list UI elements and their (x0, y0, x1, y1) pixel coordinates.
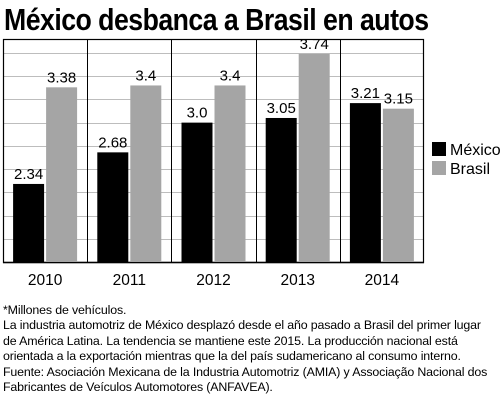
value-label: 3.05 (267, 100, 296, 117)
value-label: 3.38 (47, 69, 76, 86)
value-label: 3.4 (135, 67, 156, 84)
bar-m-xico-2013 (265, 117, 297, 263)
value-label: 2.68 (98, 134, 127, 151)
bar-brasil-2012 (214, 85, 246, 262)
bar-m-xico-2011 (97, 152, 129, 262)
legend: México Brasil (432, 142, 500, 178)
bar-chart: 2.34 3.38 2.68 3.4 3.0 3.4 3.05 3.74 3.21 3.15 20… (2, 36, 500, 289)
unit-note: *Millones de vehículos. (3, 303, 127, 317)
value-label: 3.0 (187, 105, 208, 122)
value-label: 3.15 (384, 91, 413, 108)
bar-m-xico-2010 (13, 183, 45, 262)
legend-label: Brasil (450, 161, 490, 178)
bar-m-xico-2014 (349, 103, 381, 262)
x-tick-label: 2014 (365, 272, 400, 289)
bar-brasil-2010 (46, 87, 78, 262)
plot-frame (2, 38, 425, 264)
x-tick-label: 2012 (196, 272, 230, 289)
legend-swatch (432, 161, 446, 175)
x-tick-label: 2013 (280, 272, 314, 289)
value-label: 3.21 (351, 85, 380, 102)
bar-brasil-2011 (130, 85, 162, 262)
bar-m-xico-2012 (181, 122, 213, 262)
legend-swatch (432, 142, 446, 156)
bar-brasil-2013 (298, 53, 330, 262)
value-label: 3.4 (220, 67, 241, 84)
source-text: Fuente: Asociación Mexicana de la Indust… (3, 364, 488, 395)
x-tick-label: 2010 (28, 272, 63, 289)
chart-title: México desbanca a Brasil en autos (4, 2, 429, 37)
value-labels: 2.34 3.38 2.68 3.4 3.0 3.4 3.05 3.74 3.21 3.15 (14, 36, 413, 183)
value-label: 3.74 (300, 36, 329, 53)
bar-brasil-2014 (382, 108, 414, 262)
x-tick-label: 2011 (113, 272, 146, 289)
bars (13, 53, 414, 263)
description-text: La industria automotriz de México despla… (3, 318, 481, 364)
x-tick-labels: 2010 2011 2012 2013 2014 (28, 272, 400, 289)
value-label: 2.34 (14, 166, 43, 183)
notes: *Millones de vehículos. La industria aut… (3, 303, 497, 395)
legend-label: México (450, 142, 500, 159)
